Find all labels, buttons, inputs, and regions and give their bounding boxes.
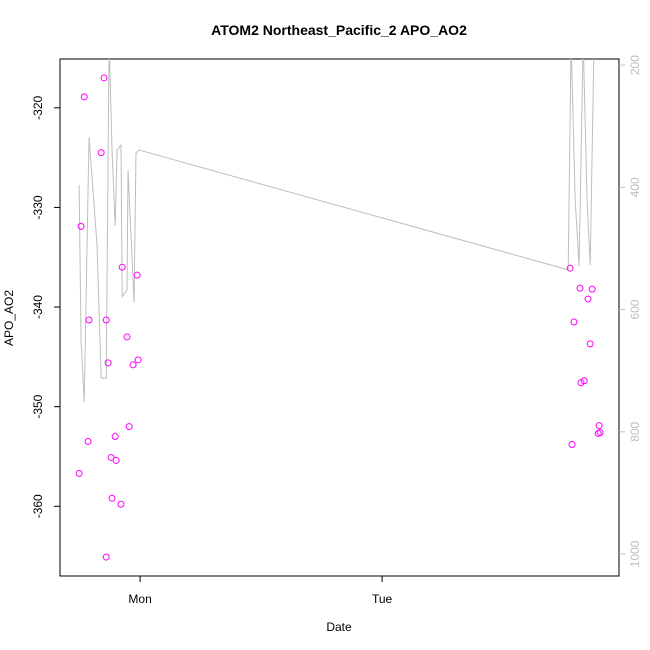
data-point: [111, 433, 119, 441]
data-point: [576, 284, 584, 292]
data-point: [570, 318, 578, 326]
x-tick-label: Tue: [372, 592, 393, 606]
data-line: [78, 59, 595, 402]
data-point: [97, 149, 105, 157]
y-tick-label: -360: [31, 494, 45, 518]
data-point: [75, 469, 83, 477]
data-point: [104, 359, 112, 367]
chart-title: ATOM2 Northeast_Pacific_2 APO_AO2: [211, 22, 467, 38]
data-point: [584, 295, 592, 303]
y-tick-label: -330: [31, 195, 45, 219]
data-point: [129, 361, 137, 369]
data-point: [77, 222, 85, 230]
y-tick-label: -340: [31, 295, 45, 319]
data-point: [586, 340, 594, 348]
data-point: [125, 423, 133, 431]
plot-frame: [59, 58, 620, 577]
data-point: [107, 453, 115, 461]
y-axis-label: APO_AO2: [2, 290, 16, 346]
x-axis-label: Date: [326, 620, 352, 634]
data-point: [100, 74, 108, 82]
data-point: [117, 500, 125, 508]
data-point: [133, 271, 141, 279]
data-point: [112, 456, 120, 464]
data-point: [85, 316, 93, 324]
y2-tick-label: 600: [628, 299, 642, 319]
y2-tick-label: 800: [628, 421, 642, 441]
data-point: [123, 333, 131, 341]
data-point: [108, 494, 116, 502]
data-point: [588, 285, 596, 293]
data-point: [580, 377, 588, 385]
data-point: [118, 263, 126, 271]
data-point: [568, 441, 576, 449]
data-point: [595, 422, 603, 430]
y-tick-label: -320: [31, 95, 45, 119]
data-point: [102, 316, 110, 324]
data-point: [566, 264, 574, 272]
data-point: [84, 438, 92, 446]
data-point: [102, 553, 110, 561]
x-tick-label: Mon: [128, 592, 151, 606]
y2-tick-label: 400: [628, 177, 642, 197]
plot-area: [75, 59, 604, 561]
data-point: [134, 356, 142, 364]
y2-tick-label: 200: [628, 55, 642, 75]
y-tick-label: -350: [31, 394, 45, 418]
y2-tick-label: 1000: [628, 540, 642, 567]
data-point: [596, 429, 604, 437]
data-point: [80, 93, 88, 101]
